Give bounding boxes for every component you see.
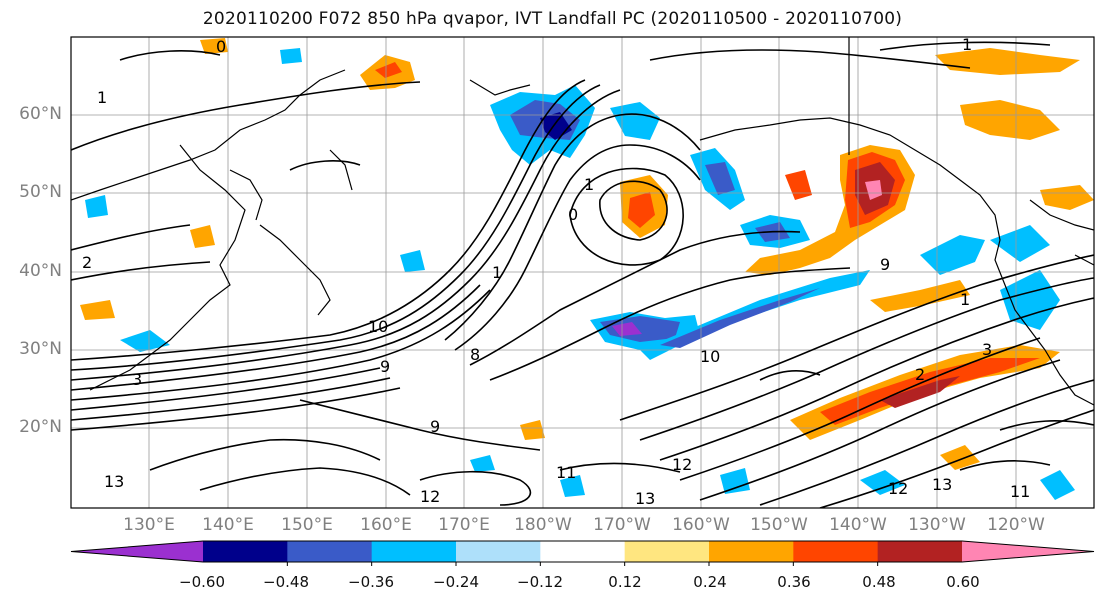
contour-label: 9 bbox=[430, 417, 440, 436]
contour-label: 11 bbox=[556, 463, 576, 482]
contour-label: 10 bbox=[368, 317, 388, 336]
lon-label: 170°E bbox=[438, 515, 490, 535]
lon-label: 170°W bbox=[593, 515, 651, 535]
colorbar-tick-label: 0.12 bbox=[608, 573, 642, 591]
lat-label: 40°N bbox=[19, 261, 62, 281]
contour-label: 3 bbox=[982, 340, 992, 359]
lon-label: 120°W bbox=[987, 515, 1045, 535]
contour-label: 10 bbox=[700, 347, 720, 366]
colorbar-tick-label: 0.48 bbox=[862, 573, 896, 591]
contour-label: 8 bbox=[470, 345, 480, 364]
lon-label: 180°W bbox=[514, 515, 572, 535]
contour-label: 1 bbox=[584, 175, 594, 194]
contour-label: 1 bbox=[492, 263, 502, 282]
coastlines bbox=[71, 37, 1094, 406]
lat-label: 30°N bbox=[19, 339, 62, 359]
contour-label: 0 bbox=[568, 205, 578, 224]
contour-label: 12 bbox=[672, 455, 692, 474]
map-panel: 0 1 1 1 1 0 2 3 8 9 10 9 10 12 12 13 13 … bbox=[71, 35, 1094, 508]
colorbar-segment bbox=[540, 541, 626, 562]
colorbar-outline bbox=[70, 540, 1095, 563]
contour-label: 3 bbox=[132, 370, 142, 389]
contour-label: 11 bbox=[1010, 482, 1030, 501]
contour-label: 1 bbox=[962, 35, 972, 54]
colorbar-segment bbox=[203, 541, 288, 562]
graticule bbox=[71, 37, 1094, 508]
map-frame bbox=[70, 36, 1095, 509]
lat-label: 60°N bbox=[19, 104, 62, 124]
contours bbox=[71, 41, 1094, 508]
contour-label: 13 bbox=[932, 475, 952, 494]
lon-label: 140°W bbox=[829, 515, 887, 535]
lon-label: 150°W bbox=[750, 515, 808, 535]
contour-label: 9 bbox=[880, 255, 890, 274]
colorbar-tick-label: 0.36 bbox=[777, 573, 811, 591]
colorbar-segment bbox=[287, 541, 373, 562]
contour-label: 1 bbox=[960, 290, 970, 309]
colorbar-tick-label: −0.36 bbox=[348, 573, 394, 591]
colorbar-extend-high bbox=[962, 541, 1094, 562]
contour-label: 12 bbox=[420, 487, 440, 506]
colorbar-extend-low bbox=[71, 541, 203, 562]
contour-label: 1 bbox=[97, 88, 107, 107]
colorbar bbox=[70, 540, 1095, 566]
map-title: 2020110200 F072 850 hPa qvapor, IVT Land… bbox=[202, 9, 903, 29]
lon-label: 160°W bbox=[672, 515, 730, 535]
contour-label: 2 bbox=[82, 253, 92, 272]
contour-label: 13 bbox=[104, 472, 124, 491]
shading-layer bbox=[80, 38, 1094, 500]
lon-label: 140°E bbox=[202, 515, 254, 535]
colorbar-segment bbox=[793, 541, 879, 562]
lat-label: 20°N bbox=[19, 417, 62, 437]
colorbar-tick-label: 0.24 bbox=[693, 573, 727, 591]
colorbar-tick-label: −0.60 bbox=[179, 573, 225, 591]
lon-label: 150°E bbox=[281, 515, 333, 535]
colorbar-segment bbox=[624, 541, 710, 562]
contour-label: 13 bbox=[635, 489, 655, 508]
colorbar-tick-label: −0.12 bbox=[517, 573, 563, 591]
colorbar-segment bbox=[877, 541, 963, 562]
colorbar-tick-label: 0.60 bbox=[946, 573, 980, 591]
colorbar-segment bbox=[371, 541, 457, 562]
colorbar-tick-label: −0.48 bbox=[263, 573, 309, 591]
lat-label: 50°N bbox=[19, 182, 62, 202]
contour-label: 9 bbox=[380, 357, 390, 376]
lon-label: 130°W bbox=[908, 515, 966, 535]
lon-label: 130°E bbox=[123, 515, 175, 535]
colorbar-segment bbox=[456, 541, 541, 562]
colorbar-segment bbox=[709, 541, 794, 562]
colorbar-tick-label: −0.24 bbox=[433, 573, 479, 591]
contour-label: 0 bbox=[216, 37, 226, 56]
lon-label: 160°E bbox=[360, 515, 412, 535]
contour-label: 12 bbox=[888, 479, 908, 498]
contour-label: 2 bbox=[915, 365, 925, 384]
contour-labels: 0 1 1 1 1 0 2 3 8 9 10 9 10 12 12 13 13 … bbox=[82, 35, 1030, 508]
